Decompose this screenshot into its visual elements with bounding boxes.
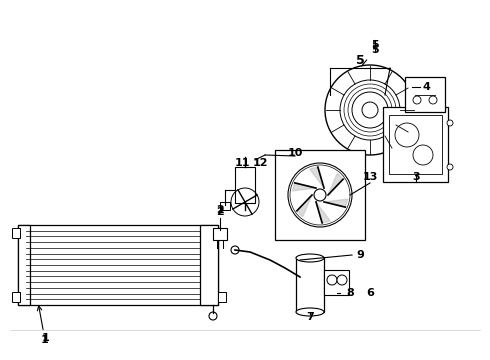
Circle shape [340,80,400,140]
Text: 4: 4 [422,82,430,92]
Bar [220,202,230,210]
Circle shape [447,120,453,126]
Bar [218,292,226,302]
Text: 10: 10 [287,148,303,158]
Ellipse shape [296,308,324,316]
Bar [324,270,349,295]
Bar [235,167,255,203]
Polygon shape [297,195,312,217]
Text: 2: 2 [216,205,224,215]
Circle shape [362,102,378,118]
Polygon shape [293,183,316,191]
Circle shape [395,123,419,147]
Polygon shape [316,202,330,223]
Polygon shape [324,199,348,207]
Circle shape [447,164,453,170]
Bar [218,228,226,238]
Polygon shape [310,167,324,188]
Bar [275,150,365,240]
Circle shape [327,275,337,285]
Bar [389,115,442,174]
Polygon shape [328,173,343,195]
Text: 8: 8 [346,288,354,298]
Bar [12,228,20,238]
Text: 12: 12 [252,158,268,168]
Text: 1: 1 [42,333,50,343]
Text: 5: 5 [362,45,379,66]
Text: 13: 13 [362,172,378,182]
Text: 1: 1 [37,306,49,345]
Text: 2: 2 [216,207,224,217]
Text: 5: 5 [371,40,379,50]
Text: 9: 9 [356,250,364,260]
Circle shape [231,246,239,254]
Bar [200,225,218,305]
Bar [213,228,227,240]
Circle shape [314,189,326,201]
Text: 5: 5 [356,54,365,67]
Circle shape [337,275,347,285]
Text: 3: 3 [412,172,420,182]
Bar [18,225,30,305]
Circle shape [325,65,415,155]
Bar [18,225,218,305]
Circle shape [209,312,217,320]
Text: 11: 11 [234,158,250,168]
Circle shape [413,96,421,104]
Circle shape [413,145,433,165]
Circle shape [288,163,352,227]
Text: 7: 7 [306,312,314,322]
Circle shape [429,96,437,104]
Bar [296,257,324,312]
Text: 6: 6 [366,288,374,298]
Ellipse shape [296,254,324,262]
Bar [12,292,20,302]
Bar [383,107,448,182]
Bar [405,77,445,112]
Circle shape [352,92,388,128]
